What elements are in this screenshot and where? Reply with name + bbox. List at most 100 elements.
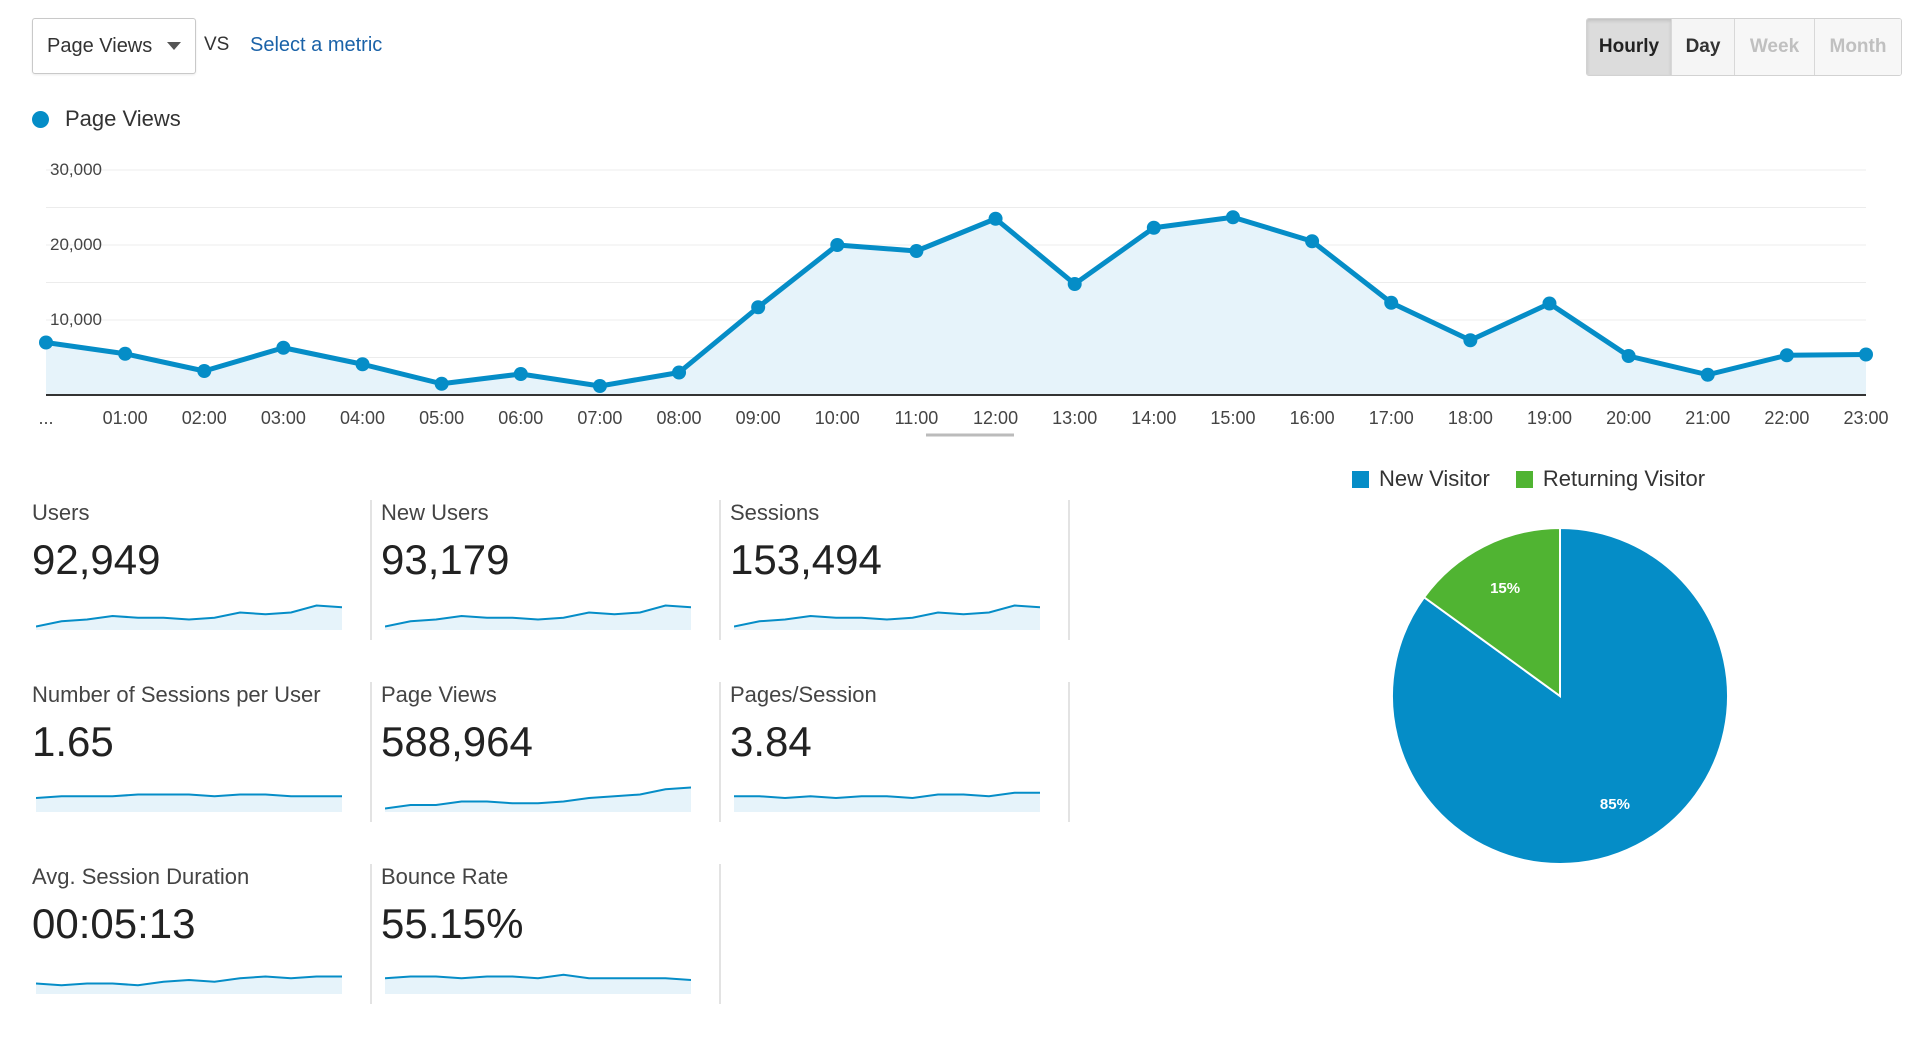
metric-label: Avg. Session Duration — [32, 864, 250, 889]
data-point[interactable] — [1779, 348, 1794, 363]
data-point[interactable] — [1859, 347, 1873, 362]
sparkline-line — [36, 975, 342, 987]
new-visitor-swatch-icon — [1352, 470, 1369, 488]
metric-card[interactable]: Bounce Rate 55.15% — [381, 864, 721, 1004]
sparkline-line — [385, 973, 691, 981]
metric-divider — [370, 682, 372, 822]
data-point[interactable] — [276, 340, 291, 355]
returning-visitor-swatch-icon — [1515, 470, 1533, 488]
data-point[interactable] — [1700, 367, 1715, 382]
metric-label: New Users — [381, 500, 489, 525]
metric-dropdown-label: Page Views — [47, 34, 153, 57]
metric-value: 00:05:13 — [32, 900, 196, 947]
data-point[interactable] — [672, 365, 687, 380]
sparkline — [734, 604, 1040, 630]
x-tick-label: 18:00 — [1448, 408, 1493, 428]
metric-value: 1.65 — [32, 718, 114, 765]
x-tick-label: 04:00 — [340, 408, 385, 428]
metric-value: 55.15% — [381, 900, 524, 947]
x-tick-label: 03:00 — [261, 408, 306, 428]
data-point[interactable] — [988, 211, 1003, 226]
metric-divider — [719, 864, 721, 1004]
series-line — [45, 214, 1867, 389]
metric-label: Users — [32, 500, 90, 525]
pie-slice[interactable] — [1422, 526, 1561, 698]
sparkline-area — [385, 974, 691, 994]
data-point[interactable] — [118, 346, 133, 361]
hourly-button[interactable]: Hourly — [1587, 19, 1671, 75]
metric-card[interactable]: New Users 93,179 — [381, 500, 721, 640]
data-point[interactable] — [1067, 277, 1082, 291]
x-tick-label: 11:00 — [895, 408, 939, 428]
sparkline — [36, 975, 342, 994]
x-tick-label: 02:00 — [182, 408, 227, 428]
x-tick-label: 21:00 — [1685, 408, 1730, 428]
sparkline-area — [385, 605, 691, 630]
metric-label: Bounce Rate — [381, 864, 509, 889]
legend-label: Page Views — [65, 106, 181, 131]
metric-value: 93,179 — [381, 536, 510, 583]
week-button[interactable]: Week — [1734, 19, 1814, 75]
day-button[interactable]: Day — [1671, 19, 1734, 75]
data-point[interactable] — [355, 357, 370, 372]
metric-card[interactable]: Avg. Session Duration 00:05:13 — [32, 864, 372, 1004]
x-tick-label: 10:00 — [815, 408, 860, 428]
pie-slice-label: 85% — [1600, 796, 1630, 813]
x-tick-label: 19:00 — [1527, 408, 1572, 428]
month-button[interactable]: Month — [1814, 19, 1901, 75]
sparkline — [385, 786, 691, 812]
page-views-chart: 30,000 20,000 10,000... 01:00 02:00 03:00 04:0… — [38, 160, 1889, 437]
sparkline-area — [734, 792, 1040, 812]
metric-card[interactable]: Pages/Session 3.84 — [730, 682, 1070, 822]
data-point[interactable] — [1542, 296, 1557, 311]
x-tick-label: 17:00 — [1369, 408, 1414, 428]
metric-card[interactable]: Users 92,949 — [32, 500, 372, 640]
data-point[interactable] — [1621, 349, 1636, 363]
x-tick-label: 13:00 — [1052, 408, 1097, 428]
data-point[interactable] — [1305, 234, 1320, 249]
data-point[interactable] — [39, 335, 53, 350]
sparkline — [36, 793, 342, 812]
sparkline-area — [36, 976, 342, 994]
metric-value: 3.84 — [730, 718, 812, 765]
data-point[interactable] — [751, 300, 766, 315]
data-point[interactable] — [592, 379, 607, 393]
toolbar: Page Views VS Select a metric Hourly Day… — [32, 18, 1902, 76]
sparkline — [36, 604, 342, 630]
x-tick-label: 07:00 — [577, 408, 622, 428]
metric-card[interactable]: Page Views 588,964 — [381, 682, 721, 822]
select-metric-link[interactable]: Select a metric — [250, 34, 383, 56]
sparkline-area — [734, 605, 1040, 630]
data-point[interactable] — [1146, 220, 1161, 235]
data-point[interactable] — [434, 376, 449, 391]
metric-value: 153,494 — [730, 536, 882, 583]
sparkline-line — [734, 604, 1040, 628]
legend-item-new-visitor[interactable]: New Visitor — [1352, 466, 1490, 492]
data-point[interactable] — [1463, 333, 1478, 348]
data-point[interactable] — [830, 238, 845, 252]
data-point[interactable] — [197, 364, 212, 378]
legend-item-returning-visitor[interactable]: Returning Visitor — [1515, 466, 1706, 492]
data-point[interactable] — [1225, 210, 1240, 225]
x-tick-label: 23:00 — [1843, 408, 1888, 428]
sparkline-area — [36, 605, 342, 630]
sparkline-line — [385, 786, 691, 810]
y-tick-label: 30,000 — [50, 160, 102, 179]
metric-dropdown[interactable]: Page Views — [32, 18, 196, 74]
metric-card[interactable]: Number of Sessions per User 1.65 — [32, 682, 372, 822]
metric-divider — [1068, 682, 1070, 822]
metric-card[interactable]: Sessions 153,494 — [730, 500, 1070, 640]
data-point[interactable] — [909, 244, 924, 258]
data-point[interactable] — [1384, 295, 1399, 310]
x-tick-label: 14:00 — [1131, 408, 1176, 428]
legend-label-returning-visitor: Returning Visitor — [1542, 466, 1706, 491]
sparkline-line — [385, 604, 691, 628]
chevron-down-icon — [167, 42, 181, 50]
sparkline — [385, 604, 691, 630]
sparkline-line — [36, 604, 342, 628]
y-tick-label: 10,000 — [50, 310, 102, 329]
data-point[interactable] — [513, 367, 528, 381]
pie-slice[interactable] — [1391, 526, 1729, 865]
pie-slice-label: 15% — [1490, 580, 1520, 597]
chart-legend: Page Views — [32, 106, 181, 132]
